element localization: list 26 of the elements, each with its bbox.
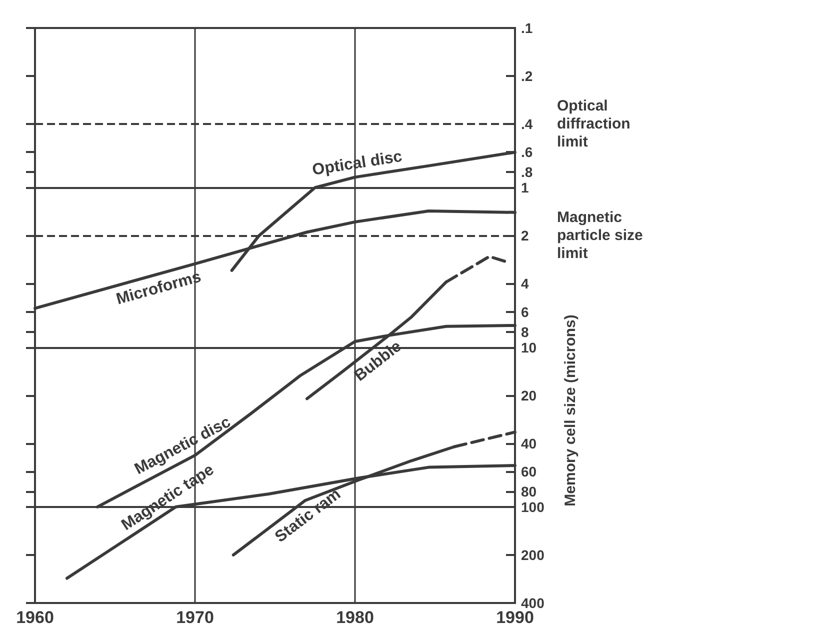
y-tick-label: .6 — [521, 144, 533, 160]
x-tick-label: 1960 — [16, 608, 54, 627]
y-tick-label: 4 — [521, 276, 529, 292]
y-tick-label: 80 — [521, 483, 537, 500]
y-tick-label: 40 — [521, 435, 537, 452]
y-tick-label: 2 — [521, 228, 529, 244]
y-tick-label: 100 — [521, 498, 545, 515]
y-tick-label: 200 — [521, 546, 545, 563]
y-tick-label: 60 — [521, 463, 537, 480]
y-tick-label: 400 — [521, 595, 545, 611]
x-tick-label: 1980 — [336, 608, 374, 627]
y-tick-label: .2 — [521, 68, 533, 84]
x-tick-label: 1990 — [496, 608, 534, 627]
y-axis-title: Memory cell size (microns) — [562, 314, 579, 506]
x-tick-label: 1970 — [176, 608, 214, 627]
y-tick-label: .4 — [521, 116, 533, 132]
ref-line-label: Optical diffraction limit — [557, 98, 634, 151]
y-tick-label: .8 — [521, 164, 533, 180]
y-tick-label: 10 — [521, 339, 537, 356]
y-tick-label: .1 — [521, 20, 533, 36]
ref-line-label: Magnetic particle size limit — [557, 209, 648, 262]
y-tick-label: 20 — [521, 387, 537, 404]
text: Optical disc — [311, 148, 404, 180]
y-tick-label: 6 — [521, 304, 529, 320]
y-tick-label: 1 — [521, 180, 529, 196]
y-tick-label: 8 — [521, 324, 529, 340]
